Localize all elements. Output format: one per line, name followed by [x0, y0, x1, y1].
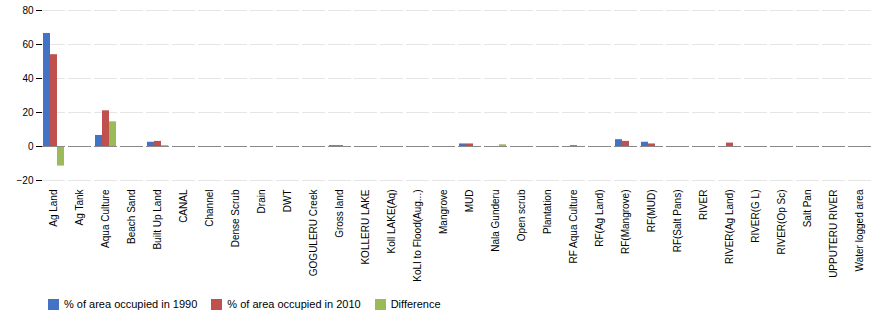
svg-text:Mangrove: Mangrove	[438, 189, 449, 234]
svg-text:20: 20	[22, 107, 34, 118]
svg-text:KOLLERU LAKE: KOLLERU LAKE	[360, 189, 371, 264]
svg-text:RF Aqua Culture: RF Aqua Culture	[568, 189, 579, 263]
svg-text:0: 0	[28, 141, 34, 152]
svg-text:Aqua Culture: Aqua Culture	[100, 189, 111, 248]
svg-text:RF(Ag Land): RF(Ag Land)	[594, 190, 605, 247]
svg-text:Beach Sand: Beach Sand	[126, 190, 137, 245]
html-text:% of area occupied in 2010: % of area occupied in 2010	[227, 298, 361, 310]
svg-text:Channel: Channel	[204, 190, 215, 227]
svg-text:MUD: MUD	[464, 190, 475, 213]
svg-text:UPPUTERU RIVER: UPPUTERU RIVER	[828, 190, 839, 278]
svg-text:Water logged area: Water logged area	[854, 189, 865, 271]
svg-text:Ag Land: Ag Land	[48, 190, 59, 227]
svg-text:Dense Scrub: Dense Scrub	[230, 189, 241, 247]
svg-text:Open scrub: Open scrub	[516, 189, 527, 241]
svg-text:RF(Salt Pans): RF(Salt Pans)	[672, 190, 683, 253]
svg-text:KoLI to Flood(Aug...): KoLI to Flood(Aug...)	[412, 190, 423, 282]
svg-text:RIVER(Op Sc): RIVER(Op Sc)	[776, 190, 787, 255]
svg-text:RIVER(G L): RIVER(G L)	[750, 190, 761, 243]
svg-text:Koll LAKE(Aq): Koll LAKE(Aq)	[386, 190, 397, 254]
svg-text:RIVER(Ag Land): RIVER(Ag Land)	[724, 190, 735, 264]
svg-text:DWT: DWT	[282, 190, 293, 213]
svg-text:40: 40	[22, 73, 34, 84]
svg-text:RF(Mangrove): RF(Mangrove)	[620, 190, 631, 254]
svg-text:RIVER: RIVER	[698, 190, 709, 221]
svg-text:Drain: Drain	[256, 190, 267, 214]
svg-text:Ag Tank: Ag Tank	[74, 189, 85, 226]
svg-text:CANAL: CANAL	[178, 189, 189, 223]
svg-text:Salt Pan: Salt Pan	[802, 190, 813, 228]
html-text:Difference: Difference	[390, 298, 441, 310]
svg-text:Nala Gunderu: Nala Gunderu	[490, 190, 501, 252]
svg-text:GOGULERU Creek: GOGULERU Creek	[308, 189, 319, 277]
html-text:% of area occupied in 1990: % of area occupied in 1990	[64, 298, 198, 310]
svg-text:60: 60	[22, 39, 34, 50]
svg-text:−20: −20	[17, 175, 34, 186]
svg-text:Plantation: Plantation	[542, 190, 553, 234]
svg-text:Built Up Land: Built Up Land	[152, 190, 163, 250]
svg-text:RF(MUD): RF(MUD)	[646, 190, 657, 233]
svg-text:Gross land: Gross land	[334, 190, 345, 238]
svg-text:80: 80	[22, 5, 34, 16]
